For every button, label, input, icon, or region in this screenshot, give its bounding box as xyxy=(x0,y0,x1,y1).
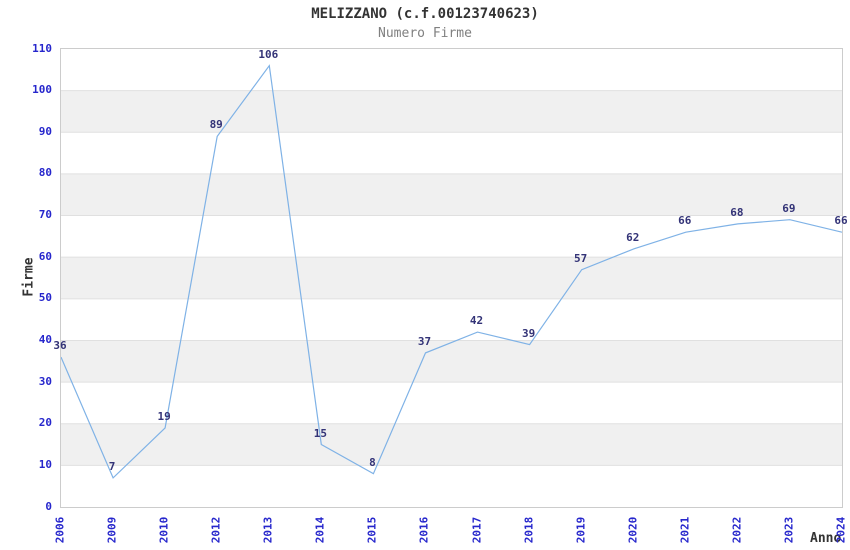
plot-area xyxy=(60,48,843,508)
data-point-label: 7 xyxy=(108,459,116,473)
chart-subtitle: Numero Firme xyxy=(378,26,472,41)
x-tick-label: 2013 xyxy=(261,516,275,544)
band-stripe xyxy=(61,90,842,133)
y-tick-label: 40 xyxy=(38,332,52,346)
y-tick-label: 110 xyxy=(32,41,52,55)
band-stripe xyxy=(61,173,842,216)
x-tick-label: 2014 xyxy=(313,516,327,544)
data-point-label: 62 xyxy=(626,230,640,244)
y-tick-label: 0 xyxy=(45,499,52,513)
data-point-label: 36 xyxy=(53,339,67,353)
x-tick-label: 2021 xyxy=(678,516,692,544)
x-axis-title: Anno xyxy=(810,531,842,546)
band-stripe xyxy=(61,423,842,466)
data-point-label: 8 xyxy=(369,455,376,469)
band-stripe xyxy=(61,257,842,299)
data-point-label: 66 xyxy=(834,214,848,228)
x-tick-label: 2009 xyxy=(105,516,119,544)
data-point-label: 69 xyxy=(782,201,796,215)
x-tick-label: 2006 xyxy=(53,516,67,544)
data-point-label: 37 xyxy=(417,334,432,348)
x-tick-label: 2022 xyxy=(730,516,744,544)
data-point-label: 106 xyxy=(258,47,279,61)
data-line xyxy=(61,64,842,479)
data-point-label: 57 xyxy=(574,251,588,265)
x-tick-label: 2023 xyxy=(782,516,796,544)
x-tick-label: 2016 xyxy=(417,516,431,544)
x-tick-label: 2012 xyxy=(209,516,223,544)
x-tick-label: 2010 xyxy=(157,516,171,544)
chart-title: MELIZZANO (c.f.00123740623) xyxy=(311,6,539,22)
y-tick-label: 20 xyxy=(38,416,52,430)
y-tick-label: 100 xyxy=(32,83,52,97)
y-tick-label: 10 xyxy=(38,457,52,471)
data-point-label: 15 xyxy=(313,426,327,440)
y-tick-label: 70 xyxy=(38,208,52,222)
band-stripe xyxy=(61,340,842,383)
data-point-label: 42 xyxy=(469,314,484,328)
data-point-label: 66 xyxy=(678,214,692,228)
data-point-label: 68 xyxy=(730,205,744,219)
x-tick-label: 2015 xyxy=(365,516,379,544)
data-point-label: 19 xyxy=(157,409,171,423)
x-tick-label: 2017 xyxy=(470,516,484,544)
y-tick-label: 90 xyxy=(38,124,52,138)
y-tick-label: 60 xyxy=(38,249,52,263)
x-tick-label: 2024 xyxy=(834,516,848,544)
line-chart-svg xyxy=(61,64,842,479)
y-tick-label: 50 xyxy=(38,291,52,305)
y-tick-label: 80 xyxy=(38,166,52,180)
data-point-label: 39 xyxy=(521,326,536,340)
data-point-label: 89 xyxy=(209,118,223,132)
y-tick-label: 30 xyxy=(38,374,52,388)
x-tick-label: 2020 xyxy=(626,516,640,544)
x-tick-label: 2019 xyxy=(574,516,588,544)
x-tick-label: 2018 xyxy=(522,516,536,544)
